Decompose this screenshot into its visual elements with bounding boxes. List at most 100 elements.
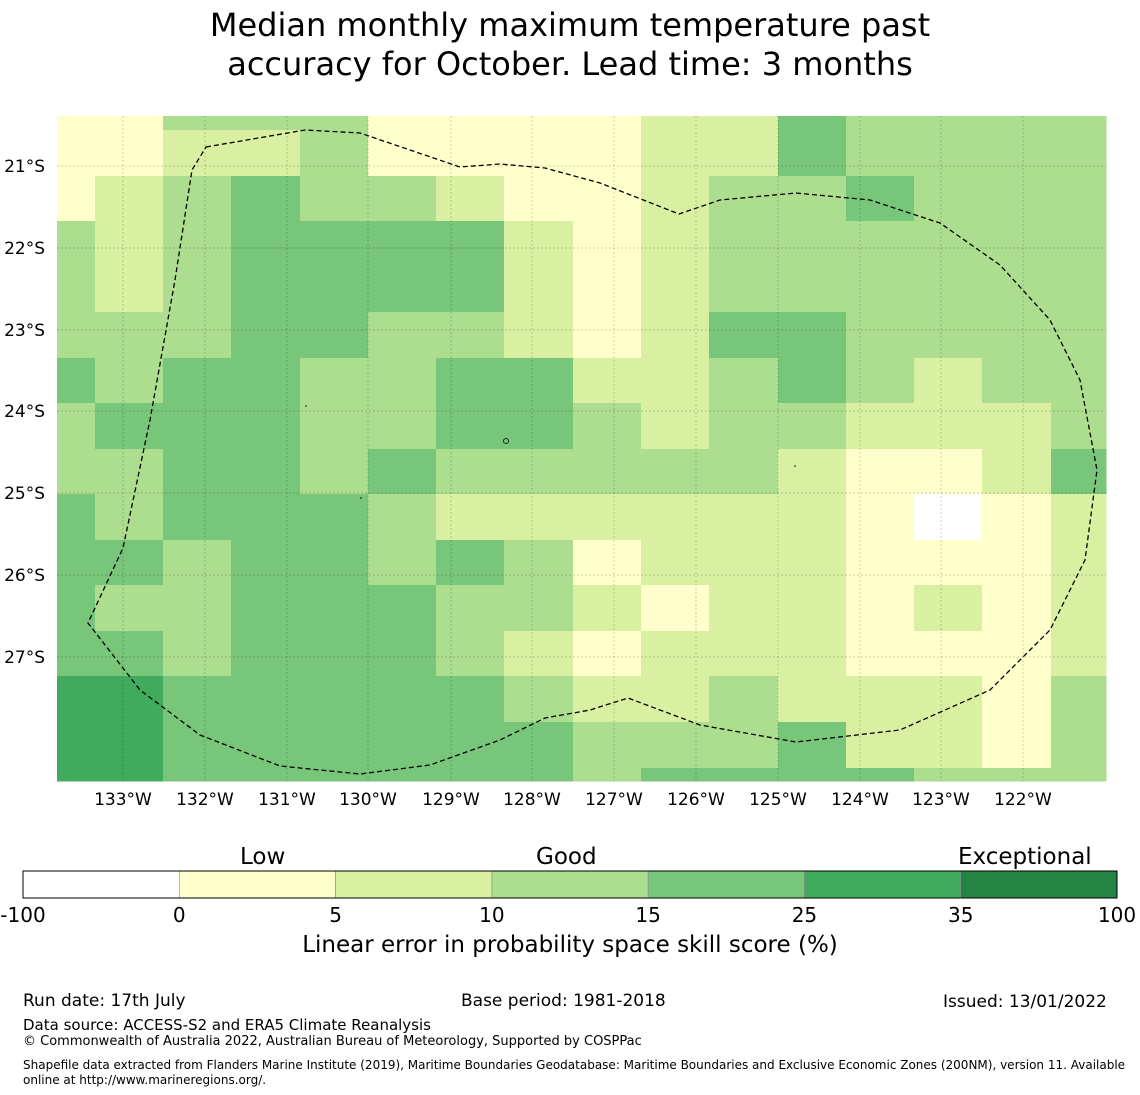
skill-cell (641, 768, 710, 782)
skill-cell (914, 358, 983, 404)
skill-cell (300, 449, 369, 495)
longitude-tick-label: 131°W (258, 790, 316, 810)
skill-cell (1051, 722, 1107, 769)
skill-cell (641, 176, 710, 222)
skill-cell (846, 449, 915, 495)
skill-cell (982, 768, 1052, 782)
title-line-2: accuracy for October. Lead time: 3 month… (227, 45, 913, 83)
skill-cell (436, 358, 505, 404)
island-mark (794, 465, 796, 467)
colorbar-category-good: Good (536, 844, 597, 870)
skill-cell (163, 631, 232, 677)
skill-cell (1051, 676, 1107, 723)
skill-cell (914, 585, 983, 632)
skill-cell (231, 768, 301, 782)
skill-cell (914, 403, 983, 450)
skill-cell (436, 631, 505, 677)
skill-cell (914, 494, 983, 541)
skill-cell (504, 449, 574, 495)
skill-cell (368, 768, 437, 782)
skill-cell (914, 768, 983, 782)
longitude-tick-label: 122°W (994, 790, 1052, 810)
skill-cell (231, 312, 301, 359)
skill-cell (709, 631, 779, 677)
skill-cell (368, 130, 437, 177)
skill-cell (709, 449, 779, 495)
skill-cell (709, 130, 779, 177)
skill-cell (163, 176, 232, 222)
skill-cell (1051, 449, 1107, 495)
skill-cell (300, 585, 369, 632)
skill-cell (436, 540, 505, 586)
skill-cell (231, 267, 301, 313)
skill-cell (231, 358, 301, 404)
skill-cell (778, 403, 847, 450)
skill-cell (778, 449, 847, 495)
skill-cell (846, 130, 915, 177)
skill-cell (163, 116, 232, 131)
skill-cell (1051, 631, 1107, 677)
island-mark (503, 438, 509, 444)
skill-cell (504, 116, 574, 131)
skill-cell (300, 176, 369, 222)
issued-date: Issued: 13/01/2022 (943, 992, 1107, 1012)
skill-cell (57, 176, 96, 222)
skill-cell (846, 116, 915, 131)
skill-cell (368, 312, 437, 359)
colorbar-axis-label: Linear error in probability space skill … (302, 932, 838, 958)
skill-cell (846, 585, 915, 632)
skill-cell (436, 494, 505, 541)
skill-cell (163, 540, 232, 586)
skill-cell (982, 176, 1052, 222)
skill-cell (504, 221, 574, 268)
skill-cell (436, 403, 505, 450)
skill-cell (846, 403, 915, 450)
colorbar-segment (22, 870, 180, 899)
skill-cell (504, 631, 574, 677)
longitude-tick-label: 125°W (749, 790, 807, 810)
skill-cell (709, 403, 779, 450)
skill-cell (368, 116, 437, 131)
skill-cell (300, 130, 369, 177)
skill-cell (709, 176, 779, 222)
skill-cell (95, 358, 164, 404)
skill-cell (300, 312, 369, 359)
skill-cell (778, 494, 847, 541)
skill-cell (504, 494, 574, 541)
skill-cell (778, 768, 847, 782)
skill-cell (1051, 585, 1107, 632)
skill-cell (368, 403, 437, 450)
skill-cell (641, 312, 710, 359)
colorbar-segment (804, 870, 962, 899)
skill-cell (573, 221, 642, 268)
skill-cell (1051, 130, 1107, 177)
skill-cell (436, 585, 505, 632)
skill-cell (982, 722, 1052, 769)
skill-cell (368, 676, 437, 723)
skill-cell (163, 403, 232, 450)
longitude-tick-label: 127°W (585, 790, 643, 810)
skill-cell (57, 312, 96, 359)
skill-cell (778, 676, 847, 723)
skill-cell (436, 267, 505, 313)
skill-cell (573, 312, 642, 359)
skill-cell (846, 176, 915, 222)
skill-cell (709, 312, 779, 359)
skill-cell (95, 176, 164, 222)
skill-cell (778, 540, 847, 586)
skill-cell (368, 631, 437, 677)
skill-cell (57, 631, 96, 677)
skill-cell (573, 631, 642, 677)
longitude-labels: 133°W 132°W 131°W 130°W 129°W 128°W 127°W 126°W… (94, 790, 1052, 810)
skill-cell (300, 540, 369, 586)
skill-cell (95, 768, 164, 782)
colorbar-segment (491, 870, 649, 899)
skill-cell (95, 585, 164, 632)
skill-cell (982, 267, 1052, 313)
latitude-labels: 21°S 22°S 23°S 24°S 25°S 26°S 27°S (4, 157, 45, 668)
longitude-tick-label: 124°W (831, 790, 889, 810)
latitude-tick-label: 24°S (4, 402, 45, 422)
skill-cell (95, 676, 164, 723)
skill-cell (982, 631, 1052, 677)
skill-cell (778, 221, 847, 268)
